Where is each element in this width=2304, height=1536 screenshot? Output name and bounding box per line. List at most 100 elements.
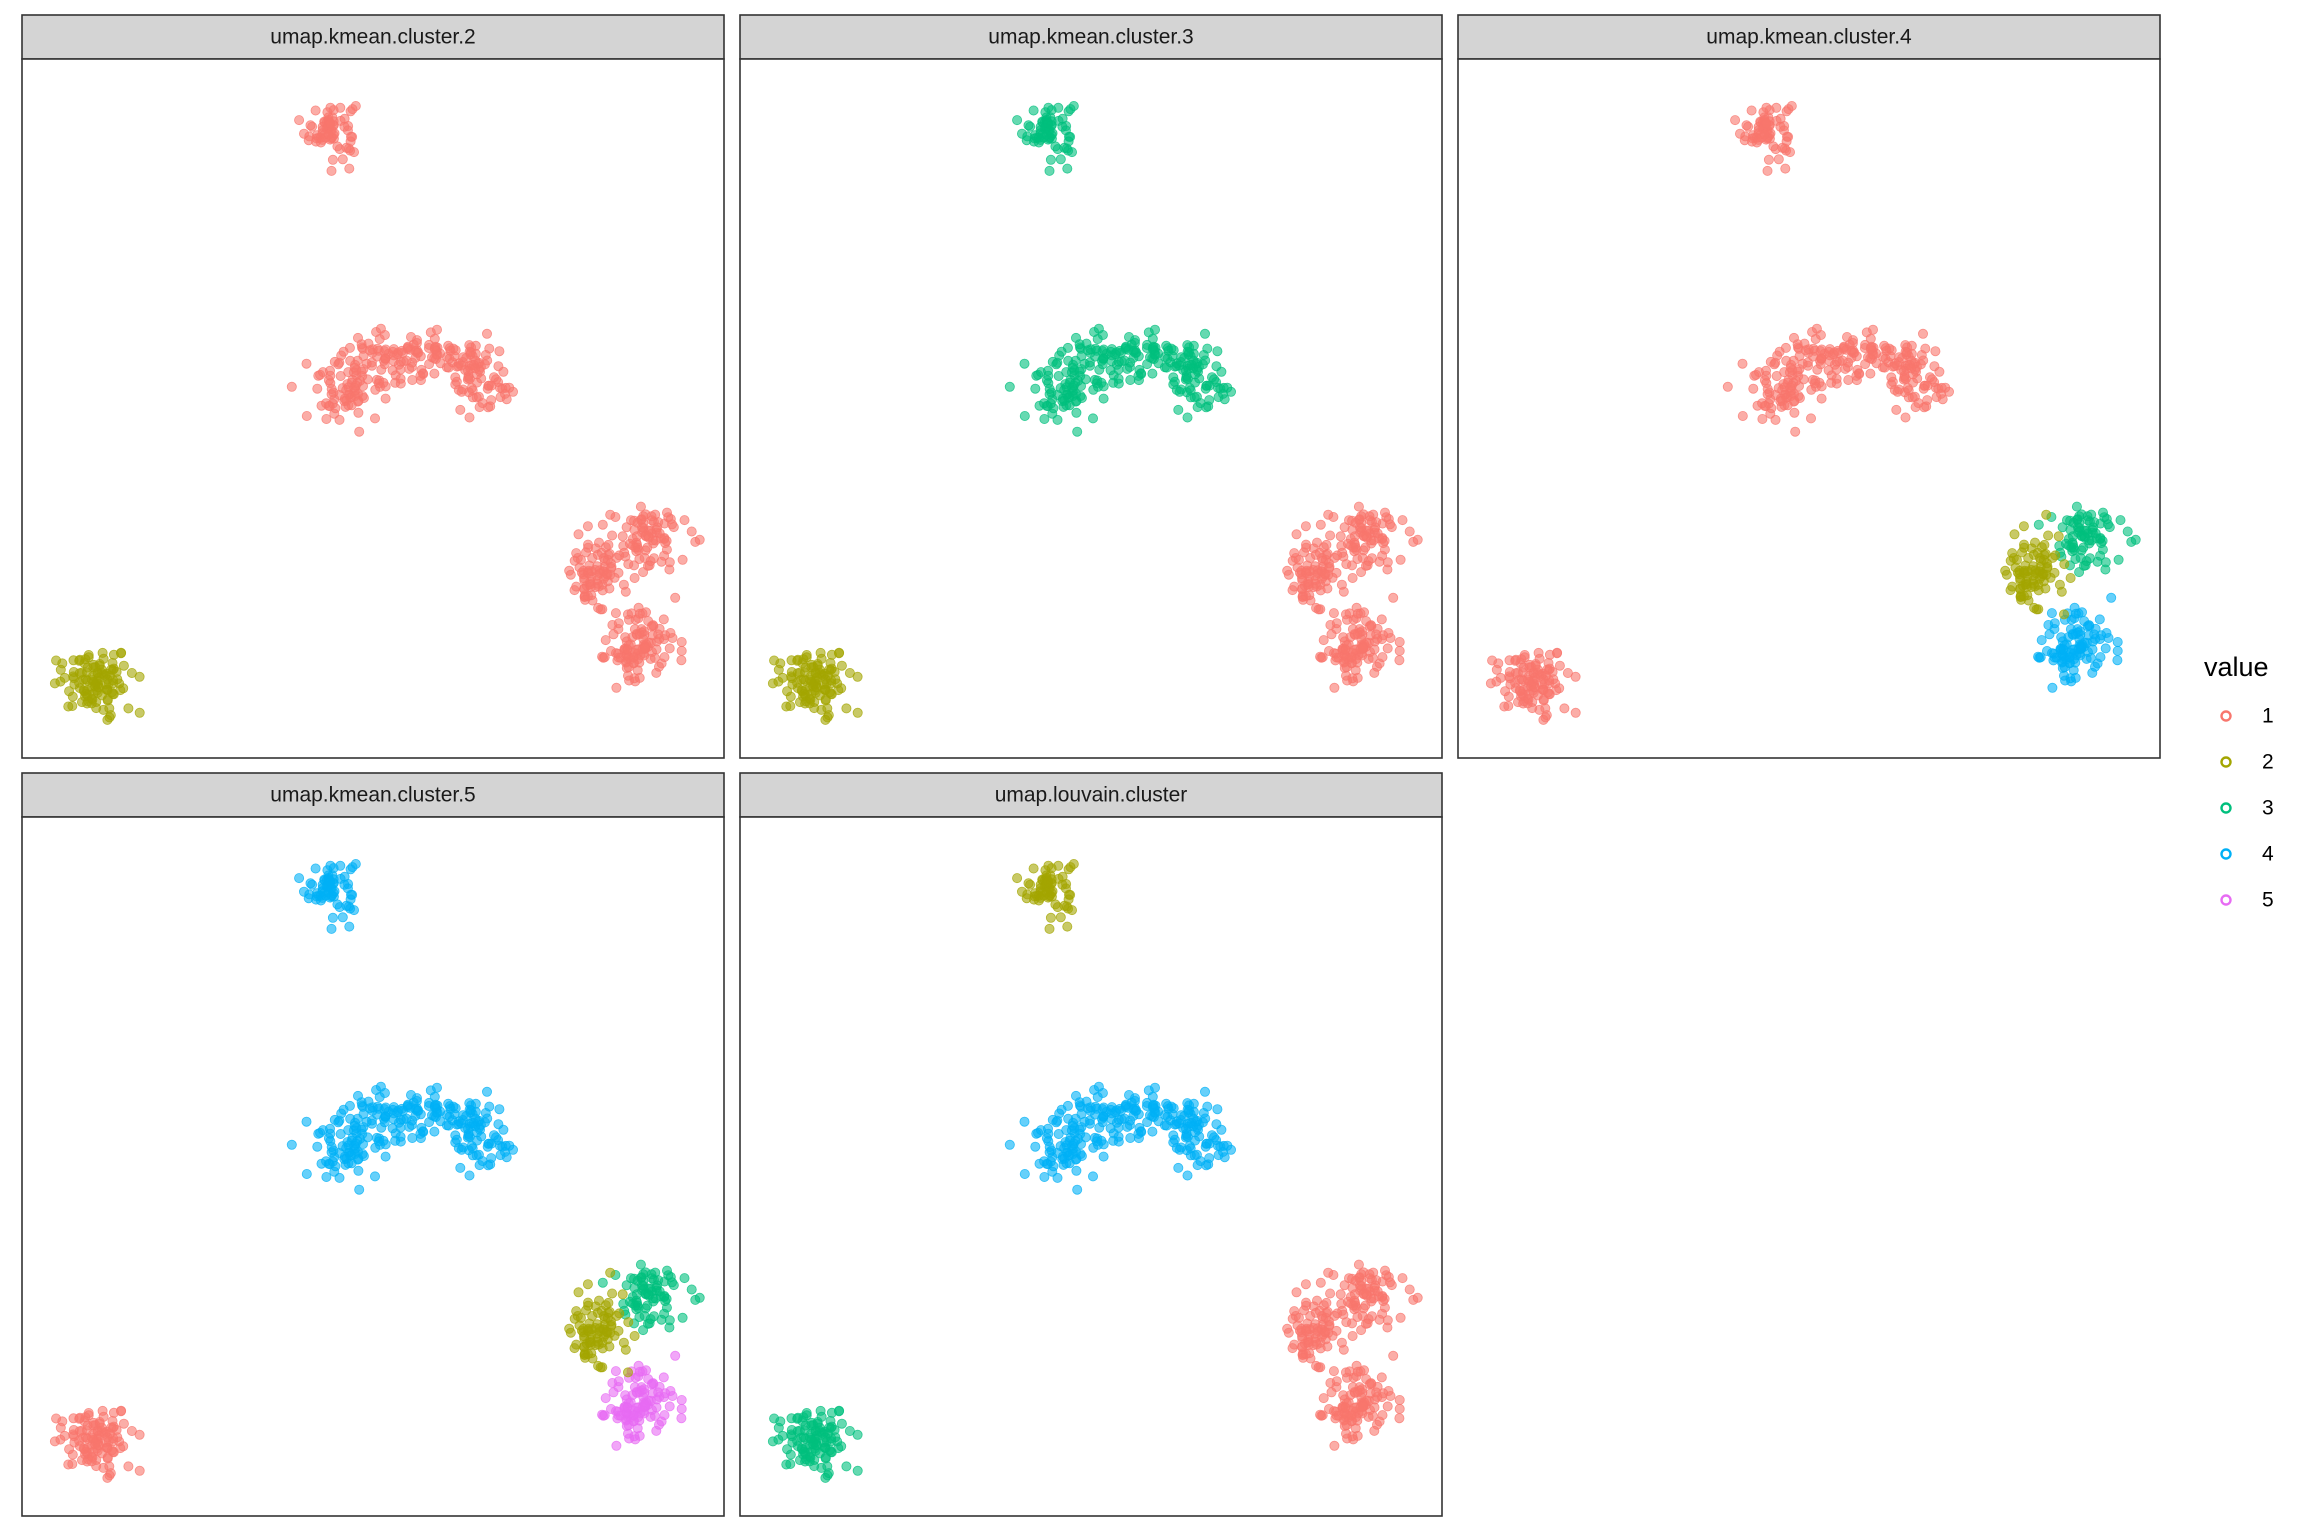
- scatter-point: [1068, 1117, 1079, 1128]
- scatter-point: [1757, 398, 1768, 409]
- scatter-point: [1313, 604, 1324, 615]
- scatter-point: [1025, 879, 1036, 890]
- scatter-point: [612, 655, 623, 666]
- scatter-point: [1519, 650, 1530, 661]
- scatter-point: [2033, 519, 2044, 530]
- scatter-point: [500, 1140, 511, 1151]
- scatter-point: [1358, 545, 1369, 556]
- scatter-point: [342, 379, 353, 390]
- scatter-point: [1339, 522, 1350, 533]
- scatter-point: [667, 633, 678, 644]
- scatter-point: [852, 1465, 863, 1476]
- scatter-point: [1358, 643, 1369, 654]
- legend-key-5: [2220, 894, 2232, 906]
- scatter-point: [323, 129, 334, 140]
- scatter-point: [2089, 661, 2100, 672]
- scatter-point: [1065, 104, 1076, 115]
- scatter-point: [631, 1289, 642, 1300]
- scatter-point: [595, 1362, 606, 1373]
- scatter-point: [1789, 407, 1800, 418]
- scatter-point: [623, 559, 634, 570]
- scatter-point: [2094, 614, 2105, 625]
- scatter-point: [1143, 1085, 1154, 1096]
- scatter-point: [1331, 618, 1342, 629]
- scatter-point: [658, 1372, 669, 1383]
- scatter-point: [1759, 129, 1770, 140]
- scatter-point: [1540, 703, 1551, 714]
- scatter-point: [676, 645, 687, 656]
- scatter-point: [301, 358, 312, 369]
- scatter-point: [1184, 347, 1195, 358]
- scatter-point: [353, 1165, 364, 1176]
- scatter-point: [1085, 360, 1096, 371]
- scatter-point: [337, 154, 348, 165]
- scatter-point: [1059, 900, 1070, 911]
- scatter-point: [1047, 356, 1058, 367]
- scatter-point: [350, 1138, 361, 1149]
- scatter-point: [1353, 1259, 1364, 1270]
- scatter-point: [1124, 1090, 1135, 1101]
- scatter-point: [1088, 1171, 1099, 1182]
- scatter-point: [1076, 1109, 1087, 1120]
- scatter-point: [380, 393, 391, 404]
- scatter-point: [582, 1279, 593, 1290]
- scatter-point: [321, 398, 332, 409]
- scatter-point: [1039, 1172, 1050, 1183]
- scatter-point: [1304, 1348, 1315, 1359]
- scatter-point: [1312, 537, 1323, 548]
- scatter-point: [1304, 590, 1315, 601]
- scatter-point: [345, 131, 356, 142]
- scatter-point: [118, 660, 129, 671]
- scatter-point: [1906, 363, 1917, 374]
- scatter-point: [325, 102, 336, 113]
- scatter-point: [79, 1444, 90, 1455]
- scatter-point: [1201, 402, 1212, 413]
- scatter-point: [1388, 592, 1399, 603]
- scatter-point: [372, 1101, 383, 1112]
- scatter-point: [341, 142, 352, 153]
- scatter-point: [792, 1412, 803, 1423]
- scatter-point: [1064, 889, 1075, 900]
- scatter-point: [435, 358, 446, 369]
- facet-strip-label-5: umap.louvain.cluster: [995, 784, 1188, 807]
- scatter-point: [104, 703, 115, 714]
- scatter-point: [1397, 515, 1408, 526]
- legend-entry-4: 4: [2220, 843, 2274, 866]
- scatter-point: [1352, 608, 1363, 619]
- scatter-point: [822, 703, 833, 714]
- scatter-point: [1012, 115, 1023, 126]
- scatter-point: [2065, 673, 2076, 684]
- scatter-point: [1320, 569, 1331, 580]
- scatter-point: [1739, 135, 1750, 146]
- scatter-point: [350, 380, 361, 391]
- scatter-point: [376, 1122, 387, 1133]
- scatter-point: [407, 357, 418, 368]
- scatter-point: [1394, 655, 1405, 666]
- scatter-point: [1325, 1288, 1336, 1299]
- scatter-point: [592, 1307, 603, 1318]
- scatter-point: [1395, 554, 1406, 565]
- scatter-point: [1300, 1279, 1311, 1290]
- scatter-point: [1918, 328, 1929, 339]
- scatter-point: [1930, 346, 1941, 357]
- scatter-point: [429, 368, 440, 379]
- scatter-point: [852, 671, 863, 682]
- scatter-point: [495, 1150, 506, 1161]
- scatter-point: [597, 1277, 608, 1288]
- scatter-point: [1361, 531, 1372, 542]
- scatter-point: [1790, 426, 1801, 437]
- legend-key-4: [2220, 848, 2232, 860]
- scatter-point: [1554, 660, 1565, 671]
- scatter-point: [1811, 323, 1822, 334]
- scatter-point: [1039, 413, 1050, 424]
- scatter-point: [1004, 381, 1015, 392]
- scatter-point: [87, 675, 98, 686]
- scatter-point: [1315, 519, 1326, 530]
- scatter-point: [586, 590, 597, 601]
- scatter-point: [1762, 165, 1773, 176]
- scatter-point: [1397, 1273, 1408, 1284]
- scatter-point: [1192, 1160, 1203, 1171]
- scatter-point: [661, 544, 672, 555]
- scatter-point: [2112, 637, 2123, 648]
- scatter-point: [1342, 538, 1353, 549]
